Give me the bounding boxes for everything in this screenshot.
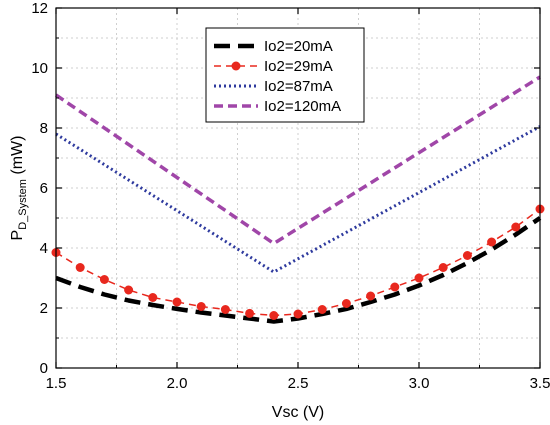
y-tick-label: 0: [40, 360, 48, 377]
y-axis-title-sub: D_System: [17, 179, 29, 230]
y-tick-label: 4: [40, 240, 48, 257]
series-point: [366, 291, 376, 301]
series-point: [414, 273, 424, 283]
series-point: [196, 302, 206, 311]
y-tick-label: 10: [31, 60, 48, 77]
y-axis-title-unit: (mW): [9, 136, 26, 180]
series-point: [317, 305, 327, 314]
x-tick-label: 3.5: [530, 375, 550, 392]
x-tick-label: 2.5: [288, 375, 309, 392]
legend-label-2: Io2=29mA: [264, 58, 333, 75]
series-point: [390, 282, 400, 292]
series-point: [124, 285, 134, 295]
series-point: [269, 311, 279, 320]
series-point: [75, 263, 85, 272]
legend-label-3: Io2=87mA: [264, 78, 333, 95]
y-axis-title-group: PD_System (mW): [9, 136, 29, 241]
y-tick-label: 6: [40, 180, 48, 197]
y-axis-title-main: P: [9, 230, 26, 241]
legend-marker: [231, 61, 241, 71]
series-point: [341, 299, 351, 308]
series-point: [462, 251, 472, 260]
axis-ticks: 1.5 2.0 2.5 3.0 3.5 0 2 4 6 8 10 12: [31, 0, 550, 392]
series-layer: [51, 75, 545, 324]
series-point: [293, 309, 303, 319]
y-axis-title: PD_System (mW): [9, 136, 29, 241]
series-point: [438, 263, 448, 272]
legend-label-4: Io2=120mA: [264, 98, 341, 115]
series-point: [487, 237, 497, 247]
legend-items: Io2=20mA Io2=29mA Io2=87mA Io2=120mA: [214, 38, 341, 115]
y-tick-label: 2: [40, 300, 48, 317]
y-tick-label: 12: [31, 0, 48, 17]
series-point: [172, 297, 182, 307]
series-point: [148, 293, 158, 302]
series-line-4: [55, 75, 541, 246]
x-axis-title: Vsc (V): [272, 404, 324, 421]
series-point: [245, 308, 255, 318]
series-point: [511, 222, 521, 232]
x-tick-label: 3.0: [409, 375, 430, 392]
series-point: [99, 275, 109, 284]
series-point: [220, 305, 230, 314]
series-line-3: [55, 125, 541, 274]
x-tick-label: 1.5: [46, 375, 67, 392]
x-tick-label: 2.0: [167, 375, 188, 392]
y-tick-label: 8: [40, 120, 48, 137]
legend-label-1: Io2=20mA: [264, 38, 333, 55]
legend: Io2=20mA Io2=29mA Io2=87mA Io2=120mA: [205, 27, 365, 123]
